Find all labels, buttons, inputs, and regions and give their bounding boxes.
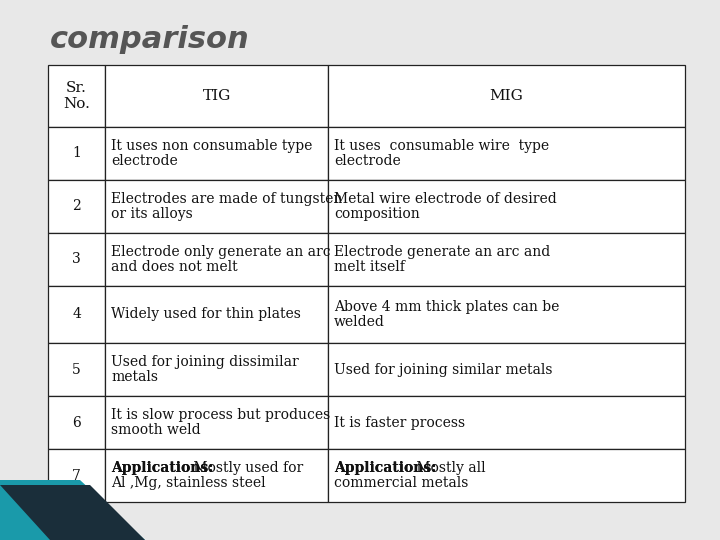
Text: 6: 6 bbox=[72, 416, 81, 429]
Text: It uses non consumable type: It uses non consumable type bbox=[112, 139, 312, 153]
Text: 4: 4 bbox=[72, 307, 81, 321]
Text: Al ,Mg, stainless steel: Al ,Mg, stainless steel bbox=[112, 476, 266, 490]
Text: comparison: comparison bbox=[50, 25, 250, 54]
Bar bbox=[105, 65, 328, 127]
Polygon shape bbox=[0, 480, 145, 540]
Bar bbox=[105, 286, 328, 343]
Bar bbox=[105, 343, 328, 396]
Text: Widely used for thin plates: Widely used for thin plates bbox=[112, 307, 301, 321]
Text: 1: 1 bbox=[72, 146, 81, 160]
Text: and does not melt: and does not melt bbox=[112, 260, 238, 274]
Bar bbox=[328, 180, 685, 233]
Bar bbox=[105, 396, 328, 449]
Text: Applications:: Applications: bbox=[112, 461, 214, 475]
Text: smooth weld: smooth weld bbox=[112, 423, 201, 437]
Text: 2: 2 bbox=[72, 199, 81, 213]
Text: electrode: electrode bbox=[112, 154, 178, 168]
Polygon shape bbox=[0, 485, 145, 540]
Text: 5: 5 bbox=[72, 362, 81, 376]
Text: melt itself: melt itself bbox=[334, 260, 405, 274]
Text: It is slow process but produces: It is slow process but produces bbox=[112, 408, 330, 422]
Text: electrode: electrode bbox=[334, 154, 401, 168]
Bar bbox=[105, 449, 328, 502]
Text: Electrode only generate an arc: Electrode only generate an arc bbox=[112, 245, 331, 259]
Bar bbox=[328, 449, 685, 502]
Text: TIG: TIG bbox=[202, 89, 231, 103]
Text: composition: composition bbox=[334, 207, 420, 221]
Text: Applications:: Applications: bbox=[334, 461, 436, 475]
Bar bbox=[48, 233, 105, 286]
Bar bbox=[328, 233, 685, 286]
Text: or its alloys: or its alloys bbox=[112, 207, 193, 221]
Text: It uses  consumable wire  type: It uses consumable wire type bbox=[334, 139, 549, 153]
Bar bbox=[328, 286, 685, 343]
Text: Metal wire electrode of desired: Metal wire electrode of desired bbox=[334, 192, 557, 206]
Bar bbox=[328, 343, 685, 396]
Text: commercial metals: commercial metals bbox=[334, 476, 469, 490]
Bar bbox=[105, 180, 328, 233]
Text: Above 4 mm thick plates can be: Above 4 mm thick plates can be bbox=[334, 300, 559, 314]
Text: Sr.: Sr. bbox=[66, 80, 87, 94]
Text: Applications:: Applications: bbox=[334, 461, 436, 475]
Bar bbox=[328, 396, 685, 449]
Text: Mostly used for: Mostly used for bbox=[189, 461, 304, 475]
Text: welded: welded bbox=[334, 315, 385, 329]
Text: metals: metals bbox=[112, 370, 158, 384]
Bar bbox=[48, 286, 105, 343]
Text: Electrodes are made of tungsten: Electrodes are made of tungsten bbox=[112, 192, 343, 206]
Bar bbox=[328, 127, 685, 180]
Text: Used for joining dissimilar: Used for joining dissimilar bbox=[112, 355, 299, 369]
Bar bbox=[48, 65, 105, 127]
Bar bbox=[48, 396, 105, 449]
Bar bbox=[48, 180, 105, 233]
Bar bbox=[48, 343, 105, 396]
Text: 3: 3 bbox=[72, 252, 81, 266]
Text: Mostly all: Mostly all bbox=[413, 461, 486, 475]
Text: Applications:: Applications: bbox=[112, 461, 214, 475]
Text: Electrode generate an arc and: Electrode generate an arc and bbox=[334, 245, 551, 259]
Bar bbox=[105, 233, 328, 286]
Text: Used for joining similar metals: Used for joining similar metals bbox=[334, 362, 553, 376]
Text: MIG: MIG bbox=[490, 89, 523, 103]
Bar bbox=[48, 449, 105, 502]
Bar bbox=[105, 127, 328, 180]
Bar bbox=[328, 65, 685, 127]
Bar bbox=[48, 127, 105, 180]
Text: No.: No. bbox=[63, 97, 90, 111]
Text: 7: 7 bbox=[72, 469, 81, 483]
Text: It is faster process: It is faster process bbox=[334, 416, 465, 429]
